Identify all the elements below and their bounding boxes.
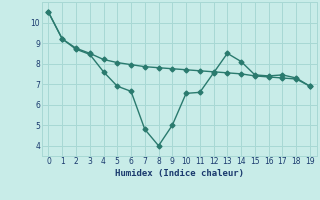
X-axis label: Humidex (Indice chaleur): Humidex (Indice chaleur) bbox=[115, 169, 244, 178]
